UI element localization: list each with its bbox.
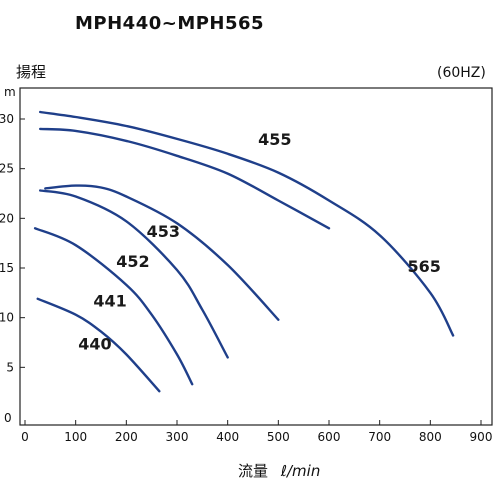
y-tick-label: 15: [0, 261, 14, 275]
x-tick-label: 700: [368, 430, 391, 444]
y-tick-label: 10: [0, 311, 14, 325]
curve-label-455: 455: [258, 130, 291, 149]
curves-layer: [33, 110, 455, 393]
x-axis-label-text: 流量: [238, 462, 268, 480]
curve-440: [36, 297, 161, 393]
x-tick-label: 800: [419, 430, 442, 444]
curve-label-441: 441: [93, 292, 126, 311]
x-tick-label: 300: [166, 430, 189, 444]
x-axis-unit: ℓ/min: [280, 462, 321, 480]
x-tick-label: 900: [470, 430, 493, 444]
x-tick-label: 400: [216, 430, 239, 444]
y-tick-label: 25: [0, 162, 14, 176]
curve-label-440: 440: [78, 334, 111, 353]
curve-label-565: 565: [408, 257, 441, 276]
y-unit-label: m: [4, 85, 16, 99]
y-axis-label: 揚程: [16, 63, 46, 81]
condition-label: (60HZ): [437, 65, 486, 81]
curve-565: [39, 110, 455, 337]
curve-label-453: 453: [147, 222, 180, 241]
curve-455: [39, 127, 331, 230]
y-tick-label: 5: [6, 360, 14, 374]
y-tick-label: 20: [0, 211, 14, 225]
chart-title: MPH440~MPH565: [75, 13, 264, 34]
x-tick-label: 600: [318, 430, 341, 444]
plot-frame: [19, 87, 493, 426]
x-tick-label: 100: [64, 430, 87, 444]
x-tick-label: 0: [21, 430, 29, 444]
x-tick-label: 200: [115, 430, 138, 444]
curve-label-452: 452: [116, 252, 149, 271]
x-axis-label: 流量 ℓ/min: [238, 462, 320, 480]
y-tick-label: 30: [0, 112, 14, 126]
curve-441: [33, 227, 194, 386]
x-tick-label: 500: [267, 430, 290, 444]
curve-labels-layer: 455 565 453 452 441 440: [78, 130, 441, 354]
curve-453: [44, 184, 280, 321]
curve-452: [39, 189, 229, 359]
y-tick-label-zero: 0: [4, 411, 12, 425]
